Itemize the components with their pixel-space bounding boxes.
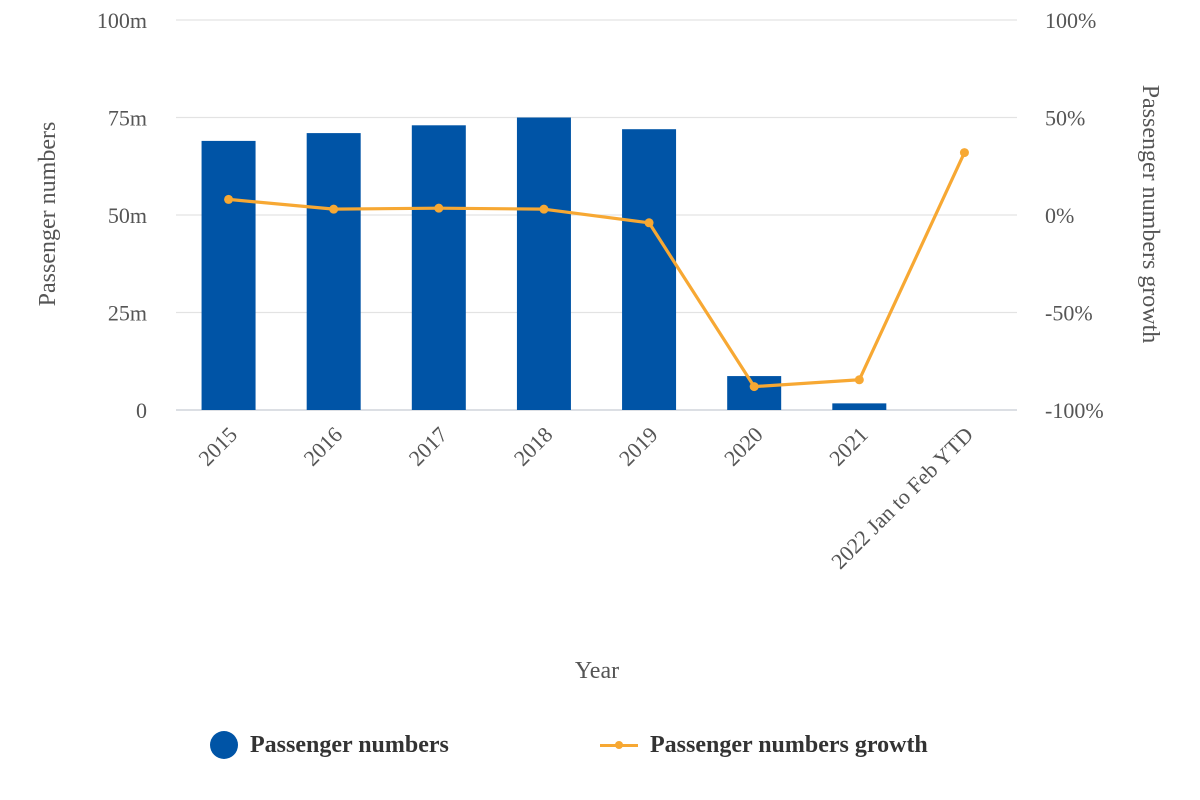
chart: 0 25m 50m 75m 100m -100% -50% 0% 50% 100% 2015 20… — [35, 8, 1163, 684]
left-tick-label: 100m — [97, 8, 147, 33]
bar[interactable] — [411, 125, 466, 411]
legend-line-swatch-icon — [600, 740, 638, 749]
left-tick-label: 50m — [108, 203, 147, 228]
bar[interactable] — [201, 140, 256, 410]
x-tick-label: 2021 — [824, 422, 873, 471]
right-tick-label: 100% — [1045, 8, 1096, 33]
legend-label-passenger-numbers-growth: Passenger numbers growth — [650, 731, 928, 758]
bar-series — [201, 117, 887, 411]
legend-label-passenger-numbers: Passenger numbers — [250, 731, 449, 758]
growth-point[interactable] — [644, 218, 654, 228]
x-tick-label: 2019 — [614, 422, 663, 471]
bar[interactable] — [306, 133, 361, 410]
bar[interactable] — [622, 129, 677, 410]
right-tick-label: -50% — [1045, 301, 1093, 326]
line-series — [224, 148, 969, 392]
right-tick-label: -100% — [1045, 398, 1104, 423]
growth-point[interactable] — [329, 204, 339, 214]
growth-point[interactable] — [224, 194, 234, 204]
growth-point[interactable] — [539, 204, 549, 214]
x-tick-label: 2015 — [193, 422, 242, 471]
bar[interactable] — [727, 376, 782, 410]
right-axis-title: Passenger numbers growth — [1137, 85, 1163, 344]
legend-bar-swatch-icon — [210, 731, 238, 759]
bar[interactable] — [516, 117, 571, 411]
growth-point[interactable] — [749, 382, 759, 392]
left-tick-label: 25m — [108, 301, 147, 326]
x-tick-label: 2016 — [298, 422, 347, 471]
legend-item-passenger-numbers[interactable]: Passenger numbers — [210, 722, 449, 768]
left-tick-label: 0 — [136, 398, 147, 423]
growth-line — [228, 151, 966, 389]
right-tick-label: 0% — [1045, 203, 1074, 228]
bar[interactable] — [832, 403, 887, 410]
x-axis-title: Year — [575, 658, 619, 684]
right-tick-label: 50% — [1045, 106, 1085, 131]
right-axis-ticks: -100% -50% 0% 50% 100% — [1045, 8, 1104, 423]
left-tick-label: 75m — [108, 106, 147, 131]
x-tick-label: 2018 — [509, 422, 558, 471]
growth-point[interactable] — [434, 203, 444, 213]
growth-point[interactable] — [854, 375, 864, 385]
left-axis-ticks: 0 25m 50m 75m 100m — [97, 8, 147, 423]
growth-point[interactable] — [959, 148, 969, 158]
x-tick-label: 2020 — [719, 422, 768, 471]
legend-item-passenger-numbers-growth[interactable]: Passenger numbers growth — [600, 722, 928, 768]
left-axis-title: Passenger numbers — [35, 122, 61, 307]
legend: Passenger numbers Passenger numbers grow… — [0, 722, 1200, 768]
x-tick-label: 2017 — [404, 422, 453, 471]
